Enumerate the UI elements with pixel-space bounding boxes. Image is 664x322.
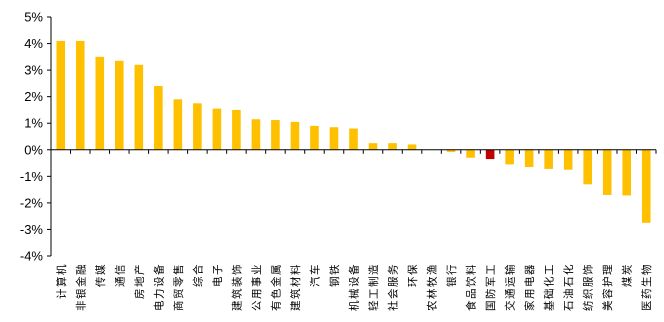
bar: [622, 149, 632, 196]
x-tick-label: 基础化工: [543, 263, 556, 311]
x-tick-label: 综合: [191, 263, 204, 287]
bar: [173, 99, 183, 150]
bar: [563, 149, 573, 170]
y-tick-label: 3%: [24, 63, 43, 78]
bar: [115, 60, 124, 150]
bar: [583, 149, 592, 185]
bar: [56, 40, 66, 150]
y-axis: -4% -3% -2% -1% 0% 1% 2% 3% 4% 5%: [20, 10, 52, 264]
bar: [134, 64, 144, 150]
bar: [505, 149, 514, 165]
y-tick-label: -2%: [20, 195, 44, 210]
x-tick-label: 商贸零售: [172, 263, 185, 311]
y-tick-label: 5%: [24, 10, 43, 25]
x-tick-label: 公用事业: [250, 263, 263, 311]
x-tick-label: 汽车: [308, 263, 321, 287]
x-tick-label: 医药生物: [640, 263, 653, 311]
bar: [485, 149, 495, 160]
x-tick-label: 纺织服饰: [582, 263, 595, 311]
bar: [388, 143, 397, 150]
bar: [446, 149, 456, 152]
bar: [232, 109, 241, 150]
x-tick-label: 传媒: [94, 263, 107, 287]
x-tick-label: 有色金属: [269, 263, 282, 311]
bars: [56, 40, 651, 223]
bar: [95, 56, 105, 150]
x-tick-label: 国防军工: [484, 263, 497, 311]
x-tick-label: 银行: [445, 263, 458, 287]
bar: [75, 40, 85, 150]
x-tick-label: 农林牧渔: [426, 263, 439, 311]
bar: [271, 120, 280, 150]
x-tick-label: 环保: [406, 263, 419, 287]
y-tick-label: -4%: [20, 249, 44, 264]
x-tick-label: 通信: [114, 263, 126, 287]
y-tick-label: 4%: [24, 36, 43, 51]
bar: [310, 125, 319, 150]
x-axis: [50, 149, 657, 154]
bar: [212, 108, 222, 150]
bar: [407, 144, 417, 150]
bar: [329, 127, 339, 150]
bar: [193, 103, 202, 150]
bar: [154, 86, 163, 150]
x-tick-label: 建筑装饰: [230, 263, 243, 311]
bar: [251, 119, 261, 150]
y-tick-label: 0%: [24, 142, 43, 157]
x-tick-label: 美容护理: [601, 263, 614, 311]
bar: [466, 149, 475, 158]
x-tick-label: 计算机: [55, 263, 68, 299]
x-tick-label: 石油石化: [562, 263, 575, 311]
x-tick-label: 轻工制造: [367, 263, 380, 311]
x-tick-label: 交通运输: [504, 263, 517, 311]
bar: [544, 149, 553, 169]
x-tick-label: 家用电器: [523, 263, 536, 311]
x-tick-label: 电子: [211, 263, 224, 287]
y-tick-label: 2%: [24, 89, 43, 104]
bar: [349, 128, 358, 150]
x-tick-label: 房地产: [133, 263, 146, 299]
x-tick-label: 煤炭: [621, 263, 634, 287]
bar: [641, 149, 651, 223]
x-tick-label: 建筑材料: [289, 263, 302, 311]
y-tick-label: 1%: [24, 116, 43, 131]
x-tick-label: 机械设备: [348, 263, 361, 311]
bar: [524, 149, 534, 168]
x-tick-label: 电力设备: [152, 263, 165, 311]
x-tick-label: 钢铁: [328, 263, 341, 287]
bar: [368, 143, 378, 150]
bar: [290, 121, 300, 150]
y-tick-label: -1%: [20, 169, 44, 184]
x-tick-label: 食品饮料: [465, 263, 478, 311]
x-tick-label: 社会服务: [387, 263, 400, 311]
y-tick-label: -3%: [20, 222, 44, 237]
x-tick-label: 非银金融: [74, 263, 87, 311]
bar: [602, 149, 612, 195]
x-tick-labels: 计算机 非银金融 传媒 通信 房地产 电力设备 商贸零售 综合 电子 建筑装饰 公用事业 有色金属 建筑…: [55, 263, 653, 311]
